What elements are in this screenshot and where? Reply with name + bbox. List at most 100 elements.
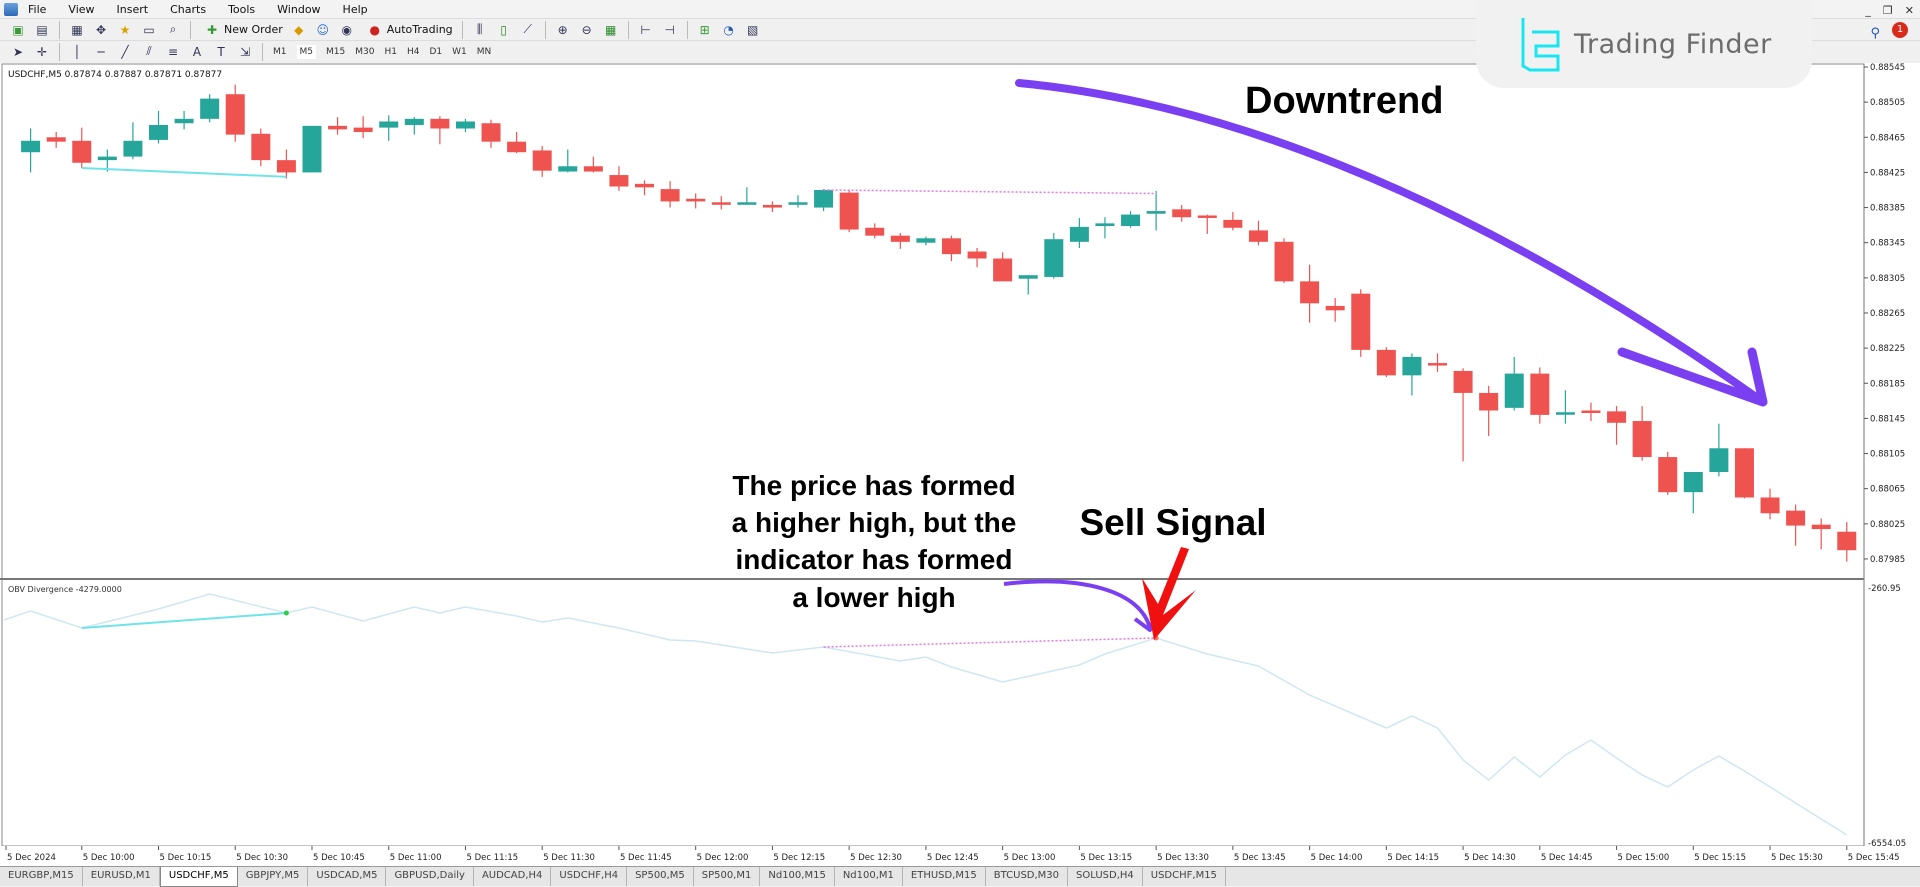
divider [461,20,463,39]
chart-shift-icon[interactable]: ⊢ [640,22,651,37]
chart-tab[interactable]: USDCHF,M15 [1143,867,1226,886]
indicators-icon[interactable]: ⊞ [699,22,710,37]
chart-tab[interactable]: Nd100,M15 [760,867,835,886]
channel-icon[interactable]: ⫽ [146,44,152,58]
vertical-line-icon[interactable]: │ [73,44,81,59]
close-button[interactable]: ✕ [1904,4,1914,17]
time-tick-label: 5 Dec 2024 [7,853,56,863]
templates-icon[interactable]: ▧ [746,22,759,37]
candle-body [1734,448,1754,498]
profiles-icon[interactable]: ▤ [36,22,48,37]
data-window-icon[interactable]: ✥ [95,22,107,37]
chart-tab[interactable]: EURUSD,M1 [83,867,160,886]
chart-tab[interactable]: AUDCAD,H4 [474,867,552,886]
obv-line [30,593,1848,836]
candle [1555,390,1575,424]
zoom-out-icon[interactable]: ⊖ [581,22,592,37]
candle-body [1658,457,1678,493]
navigator-icon[interactable]: ★ [119,22,131,37]
timeframe-m30[interactable]: M30 [355,46,375,57]
timeframe-m15[interactable]: M15 [326,46,346,57]
zoom-in-icon[interactable]: ⊕ [557,22,568,37]
new-chart-icon[interactable]: ▣ [12,22,24,37]
chart-tab[interactable]: GBPUSD,Daily [386,867,474,886]
divider [627,20,629,39]
chart-tab[interactable]: GBPJPY,M5 [238,867,309,886]
text-label-icon[interactable]: T [217,44,225,59]
candle-body [46,137,66,142]
menu-file[interactable]: File [28,2,47,16]
candle [711,196,731,210]
chart-tab[interactable]: EURGBP,M15 [0,867,83,886]
chart-tab[interactable]: SP500,M5 [627,867,694,886]
candle [21,128,41,173]
price-tick-label: 0.88065 [1870,485,1905,495]
crosshair-icon[interactable]: ✛ [36,44,48,59]
candle-body [1223,219,1243,228]
candle-body [1018,275,1038,279]
timeframe-m1[interactable]: M1 [273,46,287,57]
timeframe-h1[interactable]: H1 [384,46,397,57]
menu-window[interactable]: Window [277,2,321,16]
periods-icon[interactable]: ◔ [723,22,734,37]
divergence-lines [81,167,1159,648]
notification-badge[interactable]: 1 [1892,22,1908,38]
cursor-icon[interactable]: ➤ [12,44,24,59]
chart-window[interactable]: 0.88545 0.88505 0.88465 0.88425 0.88385 0.883… [0,0,1920,866]
candle-body [1683,471,1703,493]
arrows-icon[interactable]: ⇲ [239,44,251,59]
menu-tools[interactable]: Tools [228,2,256,16]
community-icon[interactable]: ☺ [316,22,329,37]
minimize-button[interactable]: _ [1865,4,1871,17]
text-icon[interactable]: A [192,44,202,59]
explanation-arrow-icon [1003,579,1152,629]
bar-chart-icon[interactable]: ⫼ [476,22,483,36]
market-watch-icon[interactable]: ▦ [71,22,83,37]
line-chart-icon[interactable]: ⟋ [523,22,532,36]
chart-tab[interactable]: SP500,M1 [694,867,761,886]
candle-body [1044,239,1064,277]
timeframe-h4[interactable]: H4 [406,46,420,57]
horizontal-line-icon[interactable]: ─ [97,44,105,59]
candle [1325,298,1345,322]
autotrading-button[interactable]: ● AutoTrading [363,22,453,38]
autoscroll-icon[interactable]: ⊣ [664,22,675,37]
candle [353,116,373,139]
candle [1274,238,1294,284]
timeframe-m5[interactable]: M5 [296,44,316,59]
trendline-icon[interactable]: ╱ [121,44,129,59]
strategy-tester-icon[interactable]: ⌕ [169,22,177,36]
indicator-header: OBV Divergence -4279.0000 [8,585,122,594]
tile-windows-icon[interactable]: ▦ [604,22,617,37]
fibonacci-icon[interactable]: ≡ [167,44,179,59]
menu-charts[interactable]: Charts [170,2,207,16]
menu-insert[interactable]: Insert [116,2,149,16]
time-tick-label: 5 Dec 13:30 [1157,853,1209,863]
time-tick-label: 5 Dec 10:30 [236,853,288,863]
timeframe-mn[interactable]: MN [476,46,492,57]
chart-tab[interactable]: Nd100,M1 [835,867,903,886]
chart-tab[interactable]: SOLUSD,H4 [1068,867,1143,886]
chart-tab[interactable]: BTCUSD,M30 [986,867,1069,886]
candle [660,181,680,208]
candlestick-icon[interactable]: ▯ [500,22,507,37]
restore-button[interactable]: ❐ [1882,4,1893,17]
metaeditor-icon[interactable]: ◆ [294,22,304,37]
terminal-icon[interactable]: ▭ [143,22,155,37]
candle-body [609,175,629,187]
menu-help[interactable]: Help [342,2,368,16]
timeframe-w1[interactable]: W1 [452,46,467,57]
chart-tab[interactable]: USDCHF,M5 [159,867,238,887]
candle-body [1351,293,1371,350]
timeframe-d1[interactable]: D1 [429,46,443,57]
chart-tab[interactable]: USDCAD,M5 [308,867,387,886]
candle-body [1811,524,1831,530]
menu-view[interactable]: View [68,2,95,16]
new-order-button[interactable]: ✚ New Order [200,22,283,38]
time-tick-label: 5 Dec 11:30 [543,853,595,863]
candle [635,180,655,196]
chart-tab[interactable]: USDCHF,H4 [551,867,628,886]
search-icon[interactable]: ⚲ [1870,26,1880,41]
chart-tab[interactable]: ETHUSD,M15 [903,867,986,886]
signals-icon[interactable]: ◉ [341,22,352,37]
